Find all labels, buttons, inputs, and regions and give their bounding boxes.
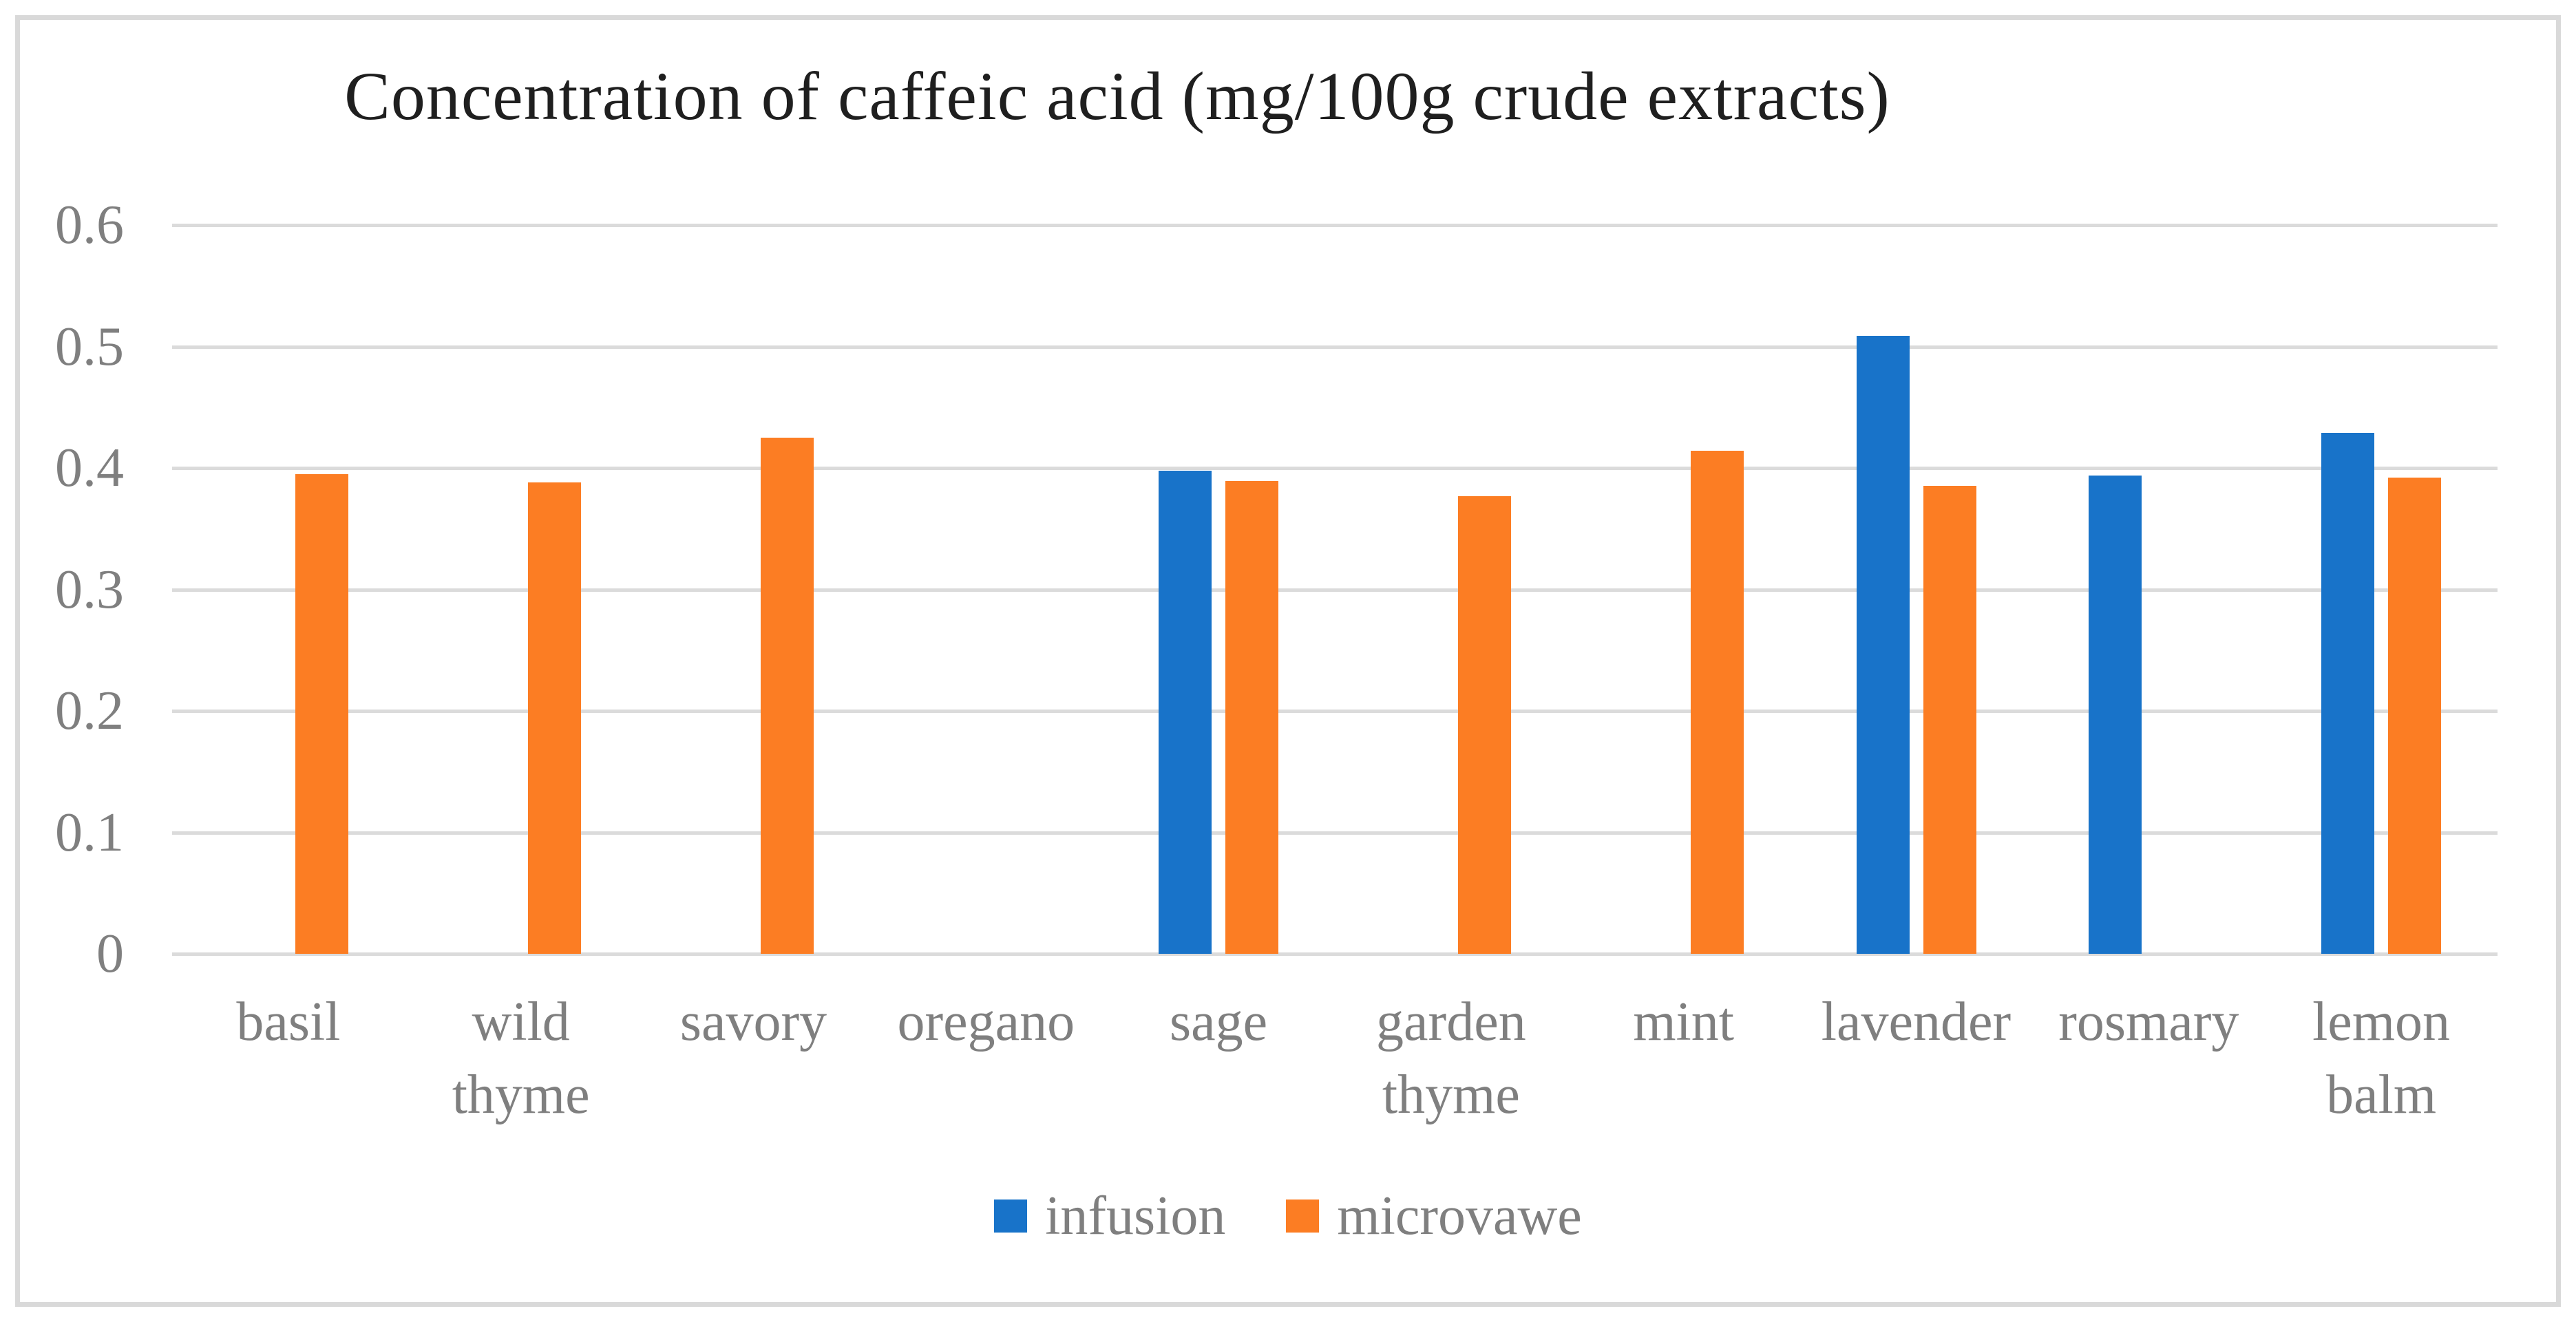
x-axis-label-sage: sage: [1170, 992, 1268, 1052]
gridline: [172, 467, 2498, 470]
chart-frame: [15, 15, 2561, 1307]
bar-microvawe-lemon-balm: [2388, 478, 2442, 954]
x-axis-label-savory: savory: [679, 992, 827, 1052]
gridline: [172, 952, 2498, 956]
bar-microvawe-garden-thyme: [1457, 495, 1511, 954]
x-axis-label-slot: mint: [1567, 985, 1800, 1131]
y-tick-label: 0: [96, 924, 124, 984]
gridline: [172, 224, 2498, 227]
x-axis-label-slot: basil: [172, 985, 405, 1131]
legend-label-microvawe: microvawe: [1337, 1186, 1582, 1246]
legend-item-infusion: infusion: [994, 1178, 1225, 1254]
bar-infusion-rosmary: [2089, 475, 2142, 954]
x-axis-label-slot: rosmary: [2032, 985, 2265, 1131]
y-tick-label: 0.4: [55, 438, 124, 498]
x-axis-label-mint: mint: [1633, 992, 1735, 1052]
gridline: [172, 345, 2498, 349]
y-tick-label: 0.1: [55, 802, 124, 863]
bar-microvawe-lavender: [1923, 486, 1976, 954]
gridline: [172, 710, 2498, 713]
x-axis-label-oregano: oregano: [897, 992, 1075, 1052]
x-axis-label-slot: sage: [1102, 985, 1335, 1131]
x-axis-labels: basil wild thyme savory oregano sage garden t…: [172, 985, 2498, 1131]
x-axis-label-slot: lemon balm: [2265, 985, 2498, 1131]
x-axis-label-garden-thyme: garden thyme: [1376, 992, 1526, 1125]
x-axis-label-lemon-balm: lemon balm: [2312, 992, 2451, 1125]
bar-microvawe-sage: [1225, 481, 1279, 954]
bar-infusion-lavender: [1856, 335, 1910, 954]
x-axis-label-slot: savory: [637, 985, 870, 1131]
bar-microvawe-savory: [760, 437, 814, 954]
x-axis-label-slot: lavender: [1800, 985, 2033, 1131]
legend-swatch-infusion-icon: [994, 1200, 1028, 1233]
gridline: [172, 588, 2498, 592]
bar-microvawe-basil: [295, 473, 348, 954]
gridline: [172, 831, 2498, 835]
x-axis-label-slot: wild thyme: [405, 985, 637, 1131]
x-axis-label-slot: garden thyme: [1335, 985, 1567, 1131]
y-tick-label: 0.6: [55, 195, 124, 255]
plot-area: [172, 225, 2498, 954]
bar-microvawe-wild-thyme: [527, 482, 581, 954]
y-tick-label: 0.5: [55, 316, 124, 377]
chart-title: Concentration of caffeic acid (mg/100g c…: [344, 58, 1890, 134]
bar-infusion-lemon-balm: [2321, 432, 2375, 954]
legend-item-microvawe: microvawe: [1286, 1178, 1582, 1254]
x-axis-label-basil: basil: [236, 992, 341, 1052]
x-axis-label-lavender: lavender: [1821, 992, 2012, 1052]
bar-microvawe-mint: [1690, 451, 1744, 954]
y-tick-label: 0.3: [55, 559, 124, 620]
x-axis-label-slot: oregano: [869, 985, 1102, 1131]
x-axis-label-rosmary: rosmary: [2058, 992, 2239, 1052]
legend-swatch-microvawe-icon: [1286, 1200, 1320, 1233]
bar-infusion-sage: [1159, 470, 1212, 954]
legend: infusion microvawe: [0, 1178, 2576, 1254]
y-tick-label: 0.2: [55, 681, 124, 741]
x-axis-label-wild-thyme: wild thyme: [452, 992, 590, 1125]
legend-label-infusion: infusion: [1045, 1186, 1226, 1246]
